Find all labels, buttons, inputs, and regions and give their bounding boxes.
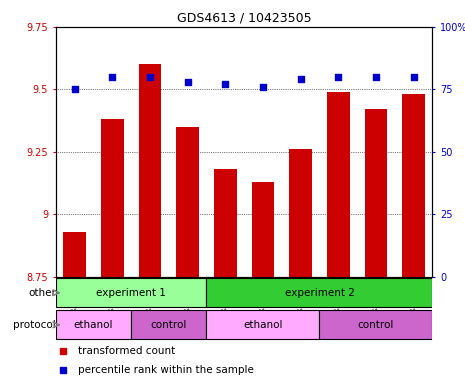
Point [146, 74, 153, 80]
Text: control: control [151, 320, 187, 330]
Title: GDS4613 / 10423505: GDS4613 / 10423505 [177, 11, 312, 24]
FancyBboxPatch shape [206, 310, 319, 339]
FancyBboxPatch shape [56, 310, 131, 339]
Text: protocol: protocol [13, 320, 56, 330]
Point [297, 76, 304, 83]
Bar [402, 94, 425, 277]
Text: control: control [358, 320, 394, 330]
Text: percentile rank within the sample: percentile rank within the sample [79, 365, 254, 375]
Point [222, 81, 229, 88]
Point [410, 74, 418, 80]
Point [71, 86, 78, 93]
Point [184, 79, 192, 85]
Bar [176, 127, 199, 277]
Bar [365, 109, 387, 277]
Point [372, 74, 379, 80]
FancyBboxPatch shape [319, 310, 432, 339]
Text: ethanol: ethanol [243, 320, 283, 330]
FancyBboxPatch shape [56, 278, 206, 307]
FancyBboxPatch shape [131, 310, 206, 339]
Bar [289, 149, 312, 277]
Bar [63, 232, 86, 277]
Bar [327, 92, 350, 277]
FancyBboxPatch shape [206, 278, 432, 307]
Bar [252, 182, 274, 277]
Text: other: other [28, 288, 56, 298]
Point [259, 84, 267, 90]
Bar [139, 65, 161, 277]
Bar [214, 169, 237, 277]
Text: transformed count: transformed count [79, 346, 176, 356]
Point [335, 74, 342, 80]
Text: experiment 2: experiment 2 [285, 288, 354, 298]
Text: experiment 1: experiment 1 [96, 288, 166, 298]
Text: ethanol: ethanol [74, 320, 113, 330]
Point [108, 74, 116, 80]
Bar [101, 119, 124, 277]
